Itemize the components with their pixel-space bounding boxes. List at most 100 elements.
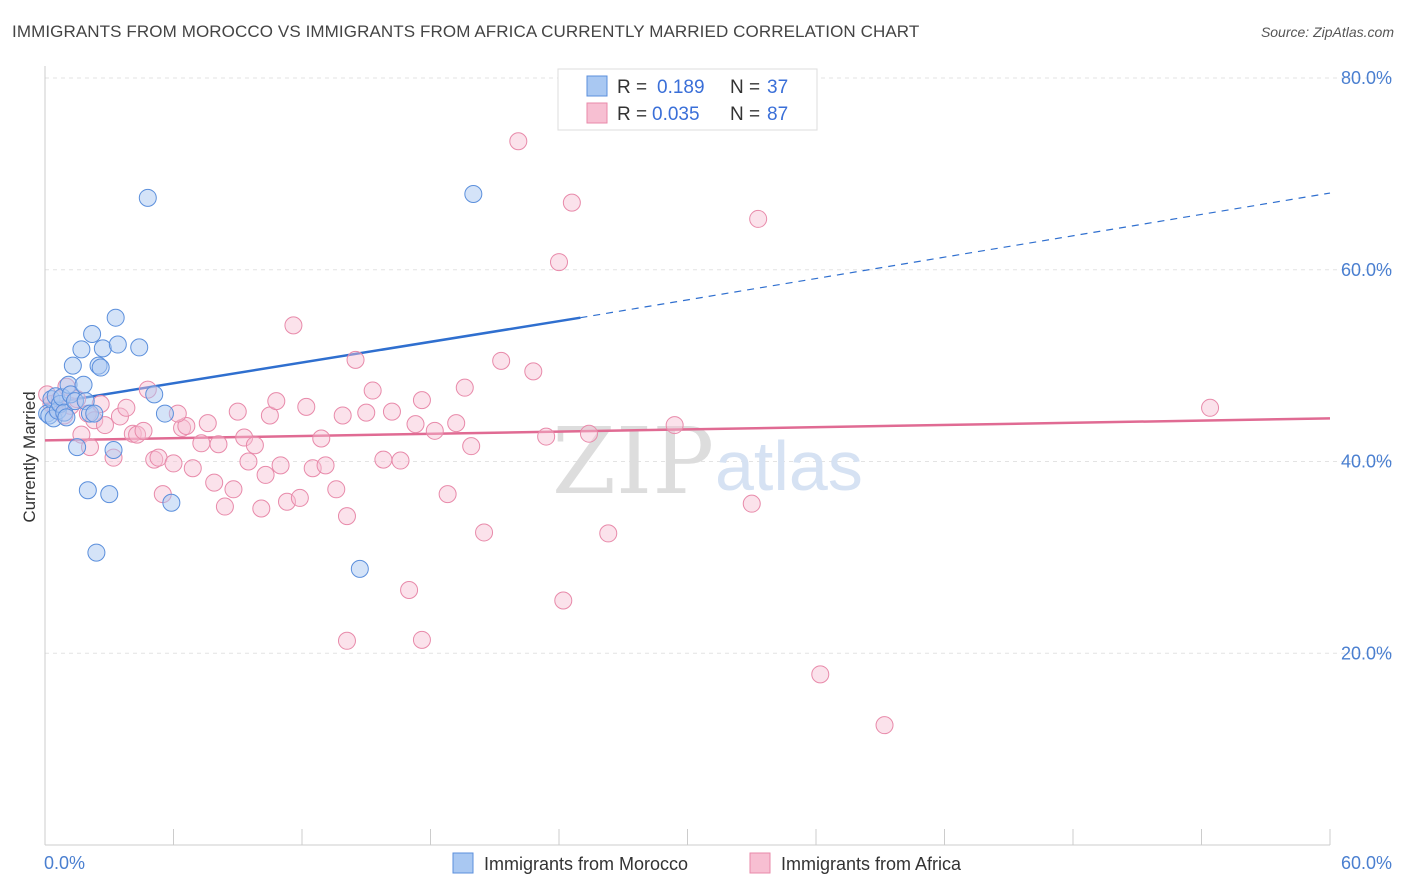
grid <box>45 77 1392 654</box>
point-africa-52 <box>346 350 365 369</box>
bottom-legend-label-morocco: Immigrants from Morocco <box>484 854 688 874</box>
point-morocco-30 <box>130 338 149 357</box>
point-africa-28 <box>198 414 217 433</box>
point-morocco-32 <box>145 385 164 404</box>
point-morocco-12 <box>63 356 82 375</box>
legend-r-value-1: 0.189 <box>657 77 705 98</box>
point-africa-45 <box>297 397 316 416</box>
legend-swatch-morocco <box>586 75 608 97</box>
point-morocco-24 <box>91 358 110 377</box>
point-morocco-21 <box>85 404 104 423</box>
point-africa-54 <box>363 381 382 400</box>
data-points <box>38 78 1220 735</box>
point-africa-48 <box>316 456 335 475</box>
point-morocco-28 <box>106 308 125 327</box>
point-africa-47 <box>312 429 331 448</box>
bottom-legend-label-africa: Immigrants from Africa <box>781 854 962 874</box>
point-africa-67 <box>492 351 511 370</box>
trend-line-africa <box>44 417 1331 442</box>
point-africa-76 <box>665 416 684 435</box>
axes <box>44 66 1331 846</box>
y-tick-label-2: 60.0% <box>1341 260 1392 280</box>
y-tick-labels: 20.0% 40.0% 60.0% 80.0% <box>1341 68 1392 663</box>
point-africa-34 <box>235 428 254 447</box>
bottom-legend: Immigrants from Morocco Immigrants from … <box>452 852 962 874</box>
point-africa-57 <box>391 451 410 470</box>
y-axis-title: Currently Married <box>20 391 39 522</box>
point-africa-59 <box>406 415 425 434</box>
x-tick-labels: 0.0% 60.0% <box>44 853 1392 873</box>
point-morocco-27 <box>104 440 123 459</box>
point-africa-51 <box>337 507 356 526</box>
x-tick-label-1: 60.0% <box>1341 853 1392 873</box>
y-tick-label-3: 80.0% <box>1341 68 1392 88</box>
point-africa-27 <box>192 434 211 453</box>
point-africa-62 <box>438 485 457 504</box>
point-africa-30 <box>209 435 228 454</box>
point-africa-77 <box>742 494 761 513</box>
legend-n-value-2: 87 <box>767 104 788 125</box>
watermark-atlas: atlas <box>715 427 863 505</box>
bottom-legend-swatch-morocco <box>452 852 474 874</box>
point-africa-23 <box>164 454 183 473</box>
point-africa-13 <box>95 416 114 435</box>
point-africa-69 <box>524 362 543 381</box>
point-morocco-36 <box>464 185 483 204</box>
point-morocco-33 <box>155 404 174 423</box>
point-africa-72 <box>554 591 573 610</box>
point-africa-56 <box>382 402 401 421</box>
point-africa-16 <box>117 398 136 417</box>
point-morocco-25 <box>93 339 112 358</box>
legend-r-label-2: R = <box>617 104 647 125</box>
point-africa-60 <box>412 391 431 410</box>
point-africa-83 <box>337 631 356 650</box>
watermark: ZIP atlas <box>552 408 863 515</box>
point-africa-68 <box>509 132 528 151</box>
point-africa-84 <box>412 630 431 649</box>
point-africa-74 <box>579 424 598 443</box>
point-morocco-35 <box>350 559 369 578</box>
point-africa-80 <box>811 665 830 684</box>
point-africa-70 <box>537 427 556 446</box>
point-morocco-31 <box>138 188 157 207</box>
point-africa-31 <box>215 497 234 516</box>
point-africa-73 <box>562 193 581 212</box>
point-africa-63 <box>447 414 466 433</box>
point-africa-75 <box>599 524 618 543</box>
legend-n-label-1: N = <box>730 77 760 98</box>
point-africa-29 <box>205 473 224 492</box>
point-africa-65 <box>462 437 481 456</box>
legend-n-label-2: N = <box>730 104 760 125</box>
point-africa-49 <box>327 480 346 499</box>
point-africa-21 <box>149 448 168 467</box>
point-africa-44 <box>290 488 309 507</box>
point-morocco-15 <box>72 340 91 359</box>
chart-title: IMMIGRANTS FROM MOROCCO VS IMMIGRANTS FR… <box>12 22 920 41</box>
point-morocco-29 <box>108 335 127 354</box>
point-africa-40 <box>267 392 286 411</box>
point-africa-25 <box>177 417 196 436</box>
point-africa-33 <box>228 402 247 421</box>
legend: R = 0.189 N = 37 R = 0.035 N = 87 <box>557 68 818 131</box>
point-africa-43 <box>284 316 303 335</box>
point-morocco-16 <box>74 375 93 394</box>
point-africa-81 <box>875 716 894 735</box>
point-morocco-14 <box>68 438 87 457</box>
point-africa-50 <box>333 406 352 425</box>
point-africa-78 <box>749 209 768 228</box>
point-morocco-9 <box>57 408 76 427</box>
trend-lines <box>44 192 1331 442</box>
point-africa-61 <box>425 421 444 440</box>
legend-n-value-1: 37 <box>767 77 788 98</box>
point-morocco-22 <box>87 543 106 562</box>
point-africa-19 <box>134 421 153 440</box>
y-tick-label-1: 40.0% <box>1341 452 1392 472</box>
point-africa-53 <box>357 403 376 422</box>
watermark-zip: ZIP <box>552 408 714 515</box>
point-africa-66 <box>475 523 494 542</box>
y-tick-label-0: 20.0% <box>1341 643 1392 663</box>
point-africa-26 <box>183 459 202 478</box>
point-morocco-34 <box>162 493 181 512</box>
chart-source: Source: ZipAtlas.com <box>1260 24 1394 40</box>
